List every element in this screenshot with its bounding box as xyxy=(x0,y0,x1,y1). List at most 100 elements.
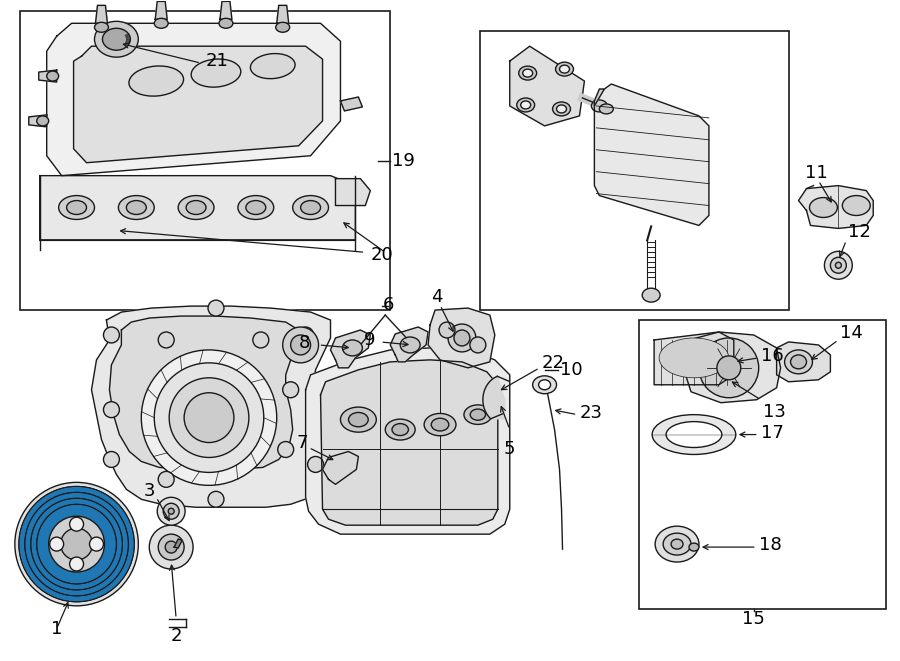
Text: 1: 1 xyxy=(51,620,62,638)
Ellipse shape xyxy=(555,62,573,76)
Ellipse shape xyxy=(663,533,691,555)
Text: 16: 16 xyxy=(760,347,783,365)
Polygon shape xyxy=(322,451,358,485)
Polygon shape xyxy=(220,1,232,19)
Text: 17: 17 xyxy=(760,424,784,442)
Ellipse shape xyxy=(169,378,248,457)
Ellipse shape xyxy=(785,350,813,374)
Ellipse shape xyxy=(809,198,837,217)
Ellipse shape xyxy=(219,19,233,28)
Polygon shape xyxy=(95,5,107,23)
Polygon shape xyxy=(509,46,584,126)
Ellipse shape xyxy=(158,332,175,348)
Polygon shape xyxy=(306,348,509,534)
Ellipse shape xyxy=(470,409,485,420)
Ellipse shape xyxy=(842,196,870,215)
Ellipse shape xyxy=(37,116,49,126)
Ellipse shape xyxy=(154,363,264,473)
Polygon shape xyxy=(320,360,498,525)
Ellipse shape xyxy=(553,102,571,116)
Polygon shape xyxy=(679,332,780,403)
Ellipse shape xyxy=(166,541,177,553)
Ellipse shape xyxy=(158,497,185,525)
Text: 2: 2 xyxy=(170,627,182,644)
Polygon shape xyxy=(428,308,495,368)
Ellipse shape xyxy=(104,327,120,343)
Bar xyxy=(20,11,391,310)
Ellipse shape xyxy=(14,483,139,606)
Ellipse shape xyxy=(283,382,299,398)
Ellipse shape xyxy=(31,498,122,590)
Ellipse shape xyxy=(655,526,699,562)
Ellipse shape xyxy=(790,355,806,369)
Ellipse shape xyxy=(104,402,120,418)
Polygon shape xyxy=(39,70,57,82)
Text: 11: 11 xyxy=(806,164,828,182)
Text: 19: 19 xyxy=(392,152,415,170)
Text: 13: 13 xyxy=(762,403,786,420)
Ellipse shape xyxy=(348,412,368,427)
Ellipse shape xyxy=(186,200,206,214)
Ellipse shape xyxy=(94,22,108,32)
Ellipse shape xyxy=(340,407,376,432)
Text: 18: 18 xyxy=(759,536,781,554)
Polygon shape xyxy=(777,342,831,382)
Ellipse shape xyxy=(392,424,409,436)
Ellipse shape xyxy=(158,534,184,560)
Polygon shape xyxy=(594,89,604,106)
Text: 15: 15 xyxy=(742,610,765,628)
Ellipse shape xyxy=(291,335,310,355)
Ellipse shape xyxy=(283,327,319,363)
Text: 14: 14 xyxy=(841,324,863,342)
Ellipse shape xyxy=(556,105,566,113)
Ellipse shape xyxy=(717,356,741,380)
Polygon shape xyxy=(47,23,340,176)
Ellipse shape xyxy=(50,537,64,551)
Polygon shape xyxy=(330,330,370,368)
Ellipse shape xyxy=(37,504,116,584)
Ellipse shape xyxy=(521,101,531,109)
Ellipse shape xyxy=(168,508,175,514)
Polygon shape xyxy=(74,46,322,163)
Ellipse shape xyxy=(208,491,224,507)
Ellipse shape xyxy=(470,337,486,353)
Polygon shape xyxy=(483,376,505,419)
Text: 6: 6 xyxy=(382,296,394,314)
Ellipse shape xyxy=(154,19,168,28)
Bar xyxy=(639,320,886,609)
Ellipse shape xyxy=(652,414,736,455)
Ellipse shape xyxy=(246,200,266,214)
Ellipse shape xyxy=(67,200,86,214)
Ellipse shape xyxy=(141,350,276,485)
Ellipse shape xyxy=(58,196,94,219)
Ellipse shape xyxy=(103,28,130,50)
Ellipse shape xyxy=(518,66,536,80)
Polygon shape xyxy=(175,539,182,548)
Ellipse shape xyxy=(158,471,175,487)
Ellipse shape xyxy=(835,262,842,268)
Polygon shape xyxy=(594,84,709,225)
Polygon shape xyxy=(798,186,873,229)
Ellipse shape xyxy=(89,537,104,551)
Ellipse shape xyxy=(129,66,184,96)
Ellipse shape xyxy=(599,104,613,114)
Text: 3: 3 xyxy=(143,483,155,500)
Text: 12: 12 xyxy=(849,223,871,241)
Ellipse shape xyxy=(671,539,683,549)
Ellipse shape xyxy=(292,196,328,219)
Ellipse shape xyxy=(385,419,415,440)
Ellipse shape xyxy=(439,322,455,338)
Polygon shape xyxy=(336,178,370,206)
Ellipse shape xyxy=(126,200,147,214)
Ellipse shape xyxy=(184,393,234,442)
Text: 8: 8 xyxy=(299,334,310,352)
Ellipse shape xyxy=(301,200,320,214)
Polygon shape xyxy=(654,332,733,385)
Polygon shape xyxy=(340,97,363,111)
Ellipse shape xyxy=(464,405,491,424)
Polygon shape xyxy=(110,316,299,469)
Ellipse shape xyxy=(69,557,84,571)
Text: 21: 21 xyxy=(206,52,229,70)
Ellipse shape xyxy=(308,457,323,473)
Ellipse shape xyxy=(191,59,241,87)
